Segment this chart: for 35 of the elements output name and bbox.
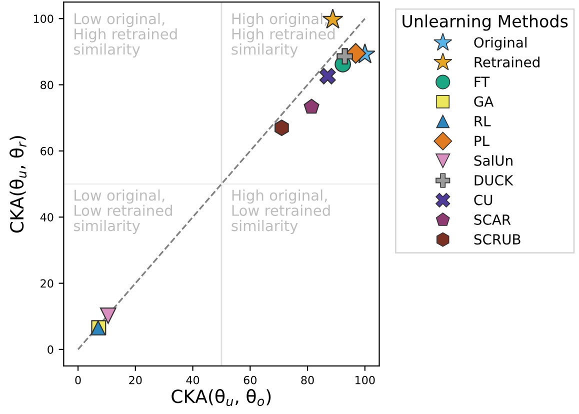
legend-label: SCAR xyxy=(474,214,511,225)
x-axis-title: CKA(θ$_{u}$, θ$_{o}$) xyxy=(172,389,271,406)
point xyxy=(336,48,354,65)
annotation: High original, Low retrained similarity xyxy=(232,189,330,234)
legend-label: GA xyxy=(474,96,494,107)
point xyxy=(100,307,116,324)
legend-title: Unlearning Methods xyxy=(402,14,568,31)
legend-label: FT xyxy=(474,76,490,87)
legend-label: CU xyxy=(474,194,492,206)
legend-label: Original xyxy=(474,36,526,50)
y-tick-label: 60 xyxy=(40,146,54,156)
y-tick-label: 80 xyxy=(40,80,54,90)
legend-label: RL xyxy=(474,116,491,126)
y-axis-title: CKA(θ$_{u}$, θ$_{r}$) xyxy=(10,136,27,233)
annotation: Low original, Low retrained similarity xyxy=(74,189,172,234)
x-tick-label: 20 xyxy=(129,376,142,384)
x-tick-label: 80 xyxy=(301,376,314,384)
y-tick-label: 40 xyxy=(40,213,54,222)
y-tick-label: 100 xyxy=(34,14,54,23)
legend-label: PL xyxy=(474,136,490,146)
point xyxy=(274,120,289,136)
legend-label: DUCK xyxy=(474,175,514,186)
x-tick-label: 60 xyxy=(244,376,256,384)
x-tick-label: 100 xyxy=(356,376,375,384)
legend-label: SalUn xyxy=(474,155,512,166)
x-tick-label: 40 xyxy=(186,376,200,384)
annotation: Low original, High retrained similarity xyxy=(74,12,177,58)
y-tick-label: 0 xyxy=(48,345,54,354)
y-tick-label: 20 xyxy=(40,279,54,288)
legend-label: Retrained xyxy=(474,56,540,68)
legend-label: SCRUB xyxy=(474,234,520,245)
annotation: High original, High retrained similarity xyxy=(232,12,335,58)
point xyxy=(319,68,336,84)
x-tick-label: 0 xyxy=(75,376,81,384)
point xyxy=(304,98,320,114)
